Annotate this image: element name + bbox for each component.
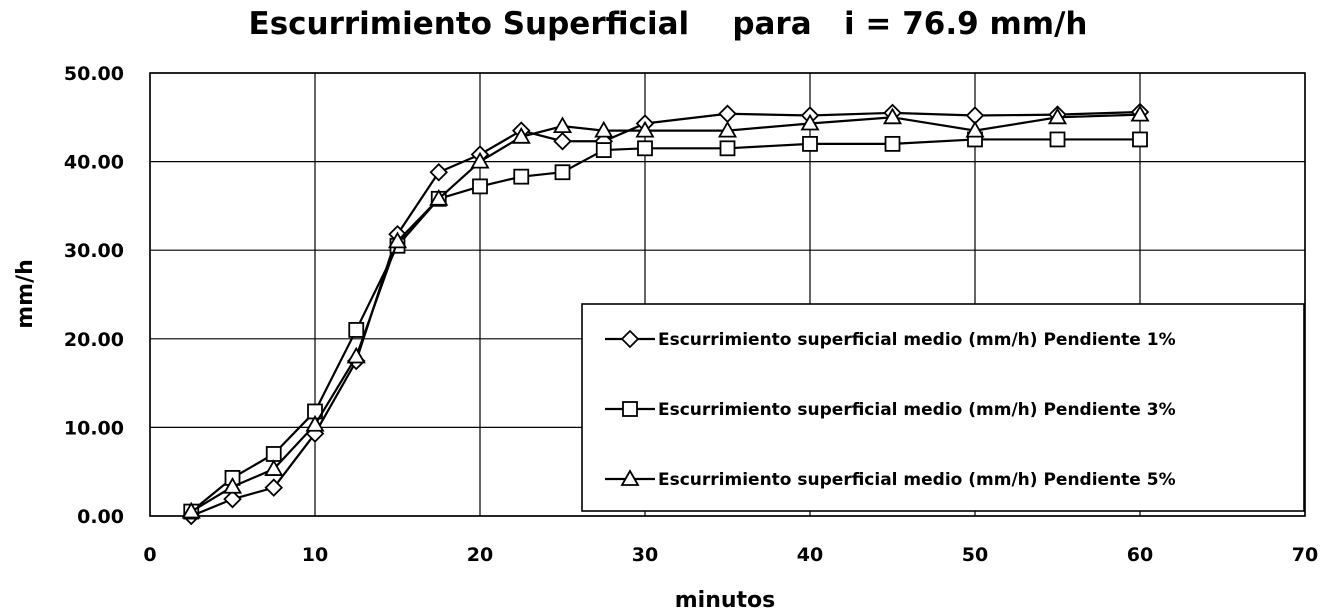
data-point-triangle	[305, 414, 325, 432]
series-square	[183, 131, 1148, 520]
tick-labels: 0 10 20 30 40 50 60 70 0.00 10.00 20.00 30.00 40.00 5…	[64, 63, 1318, 566]
plot-frame	[149, 72, 1306, 517]
series-line-triangle	[190, 113, 1141, 513]
legend-marker-square	[622, 401, 638, 417]
legend-marker-triangle	[620, 469, 640, 486]
data-point-square	[1049, 131, 1066, 148]
legend-label: Escurrimiento superficial medio (mm/h) P…	[658, 330, 1176, 350]
series-group	[181, 102, 1150, 526]
data-point-diamond	[429, 162, 449, 182]
data-point-triangle	[594, 120, 614, 138]
data-point-triangle	[222, 476, 243, 494]
y-tick-label: 40.00	[64, 152, 124, 174]
data-point-diamond	[553, 131, 572, 151]
data-point-square	[802, 135, 818, 152]
data-point-triangle	[429, 188, 449, 206]
y-tick-label: 0.00	[77, 506, 124, 528]
data-point-triangle	[882, 107, 903, 125]
data-point-diamond	[264, 478, 284, 497]
data-point-square	[637, 140, 653, 157]
legend-marker-diamond	[620, 329, 640, 349]
data-point-triangle	[346, 346, 366, 364]
data-point-square	[513, 168, 530, 185]
y-tick-label: 30.00	[64, 240, 124, 262]
x-tick-label: 40	[797, 544, 823, 566]
x-tick-label: 50	[962, 544, 988, 566]
x-axis-label: minutos	[675, 588, 776, 612]
data-point-triangle	[387, 231, 408, 249]
y-tick-label: 10.00	[64, 417, 124, 439]
legend-item: Escurrimiento superficial medio (mm/h) P…	[605, 469, 1176, 490]
data-point-triangle	[800, 113, 820, 131]
data-point-square	[348, 322, 365, 338]
x-tick-label: 20	[467, 544, 493, 566]
data-point-triangle	[470, 151, 490, 169]
data-point-triangle	[1047, 107, 1068, 125]
x-tick-label: 70	[1292, 544, 1318, 566]
data-point-triangle	[552, 116, 573, 134]
data-point-triangle	[717, 120, 738, 138]
data-point-square	[884, 135, 901, 152]
data-point-diamond	[223, 489, 242, 509]
series-line-diamond	[190, 110, 1141, 518]
data-point-triangle	[511, 126, 531, 144]
data-point-square	[1132, 131, 1148, 148]
data-point-triangle	[181, 501, 201, 519]
data-point-triangle	[965, 120, 985, 138]
x-tick-label: 10	[302, 544, 328, 566]
legend-label: Escurrimiento superficial medio (mm/h) P…	[658, 470, 1176, 490]
legend-item: Escurrimiento superficial medio (mm/h) P…	[605, 400, 1176, 420]
legend-box	[581, 303, 1305, 512]
x-tick-label: 0	[143, 544, 156, 566]
data-point-triangle	[635, 120, 655, 138]
y-tick-label: 50.00	[64, 63, 124, 85]
y-tick-label: 20.00	[64, 329, 124, 351]
legend-item: Escurrimiento superficial medio (mm/h) P…	[605, 329, 1176, 350]
series-triangle	[181, 104, 1150, 519]
data-point-square	[595, 142, 612, 158]
data-point-square	[472, 178, 488, 195]
data-point-square	[265, 446, 282, 462]
data-point-square	[554, 164, 571, 181]
data-point-triangle	[264, 459, 284, 476]
data-point-square	[719, 140, 736, 157]
x-tick-label: 30	[632, 544, 658, 566]
legend-label: Escurrimiento superficial medio (mm/h) P…	[658, 400, 1176, 420]
x-tick-label: 60	[1127, 544, 1153, 566]
data-point-diamond	[718, 104, 737, 124]
legend: Escurrimiento superficial medio (mm/h) P…	[581, 303, 1305, 512]
y-axis-label: mm/h	[13, 259, 38, 329]
data-point-triangle	[1130, 104, 1150, 122]
chart-title: Escurrimiento Superficial para i = 76.9 …	[249, 6, 1088, 42]
